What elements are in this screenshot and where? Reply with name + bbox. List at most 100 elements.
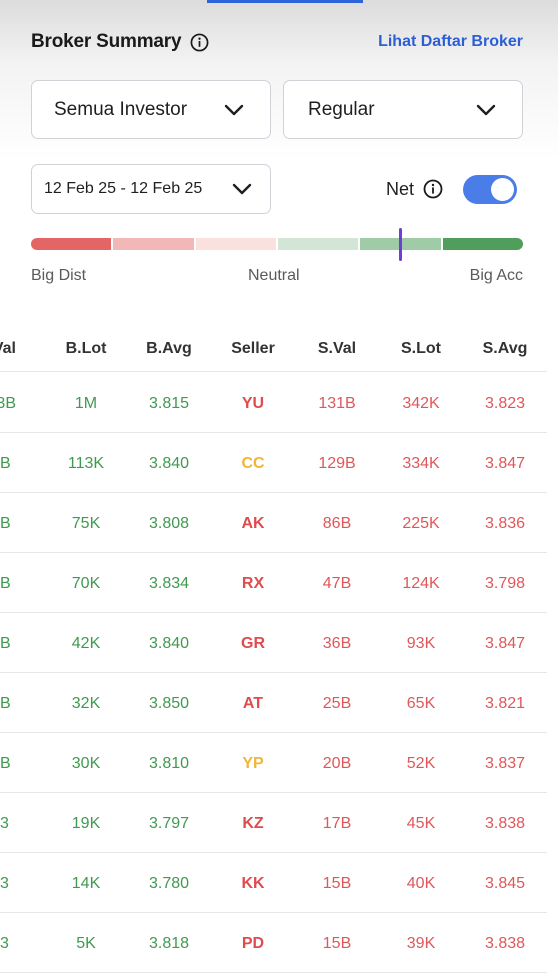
s-lot-cell: 52K (406, 755, 436, 772)
table-row[interactable]: 3B 1M 3.815 YU 131B 342K 3.823 (0, 373, 547, 433)
column-header-b-val[interactable]: Val (0, 340, 16, 357)
column-header-s-val[interactable]: S.Val (317, 340, 357, 357)
meter-label-big-acc: Big Acc (469, 267, 523, 284)
net-toggle[interactable] (463, 174, 518, 204)
table-row[interactable]: B 32K 3.850 AT 25B 65K 3.821 (0, 673, 547, 733)
column-header-seller[interactable]: Seller (231, 340, 275, 357)
chevron-down-icon (232, 183, 252, 195)
accumulation-distribution-meter (31, 238, 523, 250)
s-val-cell: 129B (318, 455, 356, 472)
seller-cell[interactable]: RX (241, 575, 265, 592)
s-val-cell: 47B (322, 575, 352, 592)
b-val-cell: 3B (0, 395, 16, 412)
seller-cell[interactable]: GR (241, 635, 265, 652)
board-type-value: Regular (308, 98, 375, 120)
b-val-cell: 3 (0, 815, 9, 832)
b-val-cell: B (0, 695, 11, 712)
meter-labels: Big Dist Neutral Big Acc (31, 267, 523, 289)
broker-list-link[interactable]: Lihat Daftar Broker (378, 33, 523, 50)
table-row[interactable]: B 113K 3.840 CC 129B 334K 3.847 (0, 433, 547, 493)
meter-label-big-dist: Big Dist (31, 267, 87, 284)
b-lot-cell: 32K (71, 695, 101, 712)
b-avg-cell: 3.818 (148, 935, 190, 952)
seller-cell[interactable]: YP (242, 755, 264, 772)
b-lot-cell: 19K (71, 815, 101, 832)
info-icon[interactable] (423, 179, 443, 199)
net-label: Net (386, 178, 415, 199)
b-lot-cell: 75K (71, 515, 101, 532)
board-type-dropdown[interactable]: Regular (283, 80, 523, 139)
s-val-cell: 17B (322, 815, 352, 832)
meter-segment (31, 238, 112, 250)
date-range-dropdown[interactable]: 12 Feb 25 - 12 Feb 25 (31, 164, 271, 214)
s-val-cell: 25B (322, 695, 352, 712)
toggle-knob (491, 177, 515, 201)
table-row[interactable]: 3 19K 3.797 KZ 17B 45K 3.838 (0, 793, 547, 853)
table-row[interactable]: B 75K 3.808 AK 86B 225K 3.836 (0, 493, 547, 553)
date-range-value: 12 Feb 25 - 12 Feb 25 (44, 180, 203, 197)
table-row[interactable]: 3 5K 3.818 PD 15B 39K 3.838 (0, 913, 547, 973)
s-avg-cell: 3.821 (484, 695, 526, 712)
column-header-s-avg[interactable]: S.Avg (482, 340, 528, 357)
info-icon[interactable] (190, 33, 209, 52)
s-avg-cell: 3.845 (484, 875, 526, 892)
s-avg-cell: 3.837 (484, 755, 526, 772)
s-avg-cell: 3.838 (484, 815, 526, 832)
b-lot-cell: 113K (67, 455, 105, 472)
table-row[interactable]: B 42K 3.840 GR 36B 93K 3.847 (0, 613, 547, 673)
s-lot-cell: 93K (406, 635, 436, 652)
column-header-b-avg[interactable]: B.Avg (146, 340, 192, 357)
meter-segment (442, 238, 523, 250)
meter-segment (277, 238, 359, 250)
s-lot-cell: 124K (402, 575, 440, 592)
s-lot-cell: 225K (402, 515, 440, 532)
s-lot-cell: 45K (406, 815, 436, 832)
seller-cell[interactable]: AT (242, 695, 264, 712)
meter-segment (113, 238, 194, 250)
seller-cell[interactable]: KZ (242, 815, 264, 832)
s-lot-cell: 342K (402, 395, 440, 412)
s-lot-cell: 65K (406, 695, 436, 712)
s-val-cell: 131B (318, 395, 356, 412)
b-avg-cell: 3.834 (148, 575, 190, 592)
b-avg-cell: 3.797 (148, 815, 190, 832)
investor-type-dropdown[interactable]: Semua Investor (31, 80, 271, 139)
s-lot-cell: 334K (402, 455, 440, 472)
column-header-s-lot[interactable]: S.Lot (401, 340, 441, 357)
seller-cell[interactable]: KK (241, 875, 265, 892)
table-row[interactable]: B 30K 3.810 YP 20B 52K 3.837 (0, 733, 547, 793)
s-avg-cell: 3.847 (484, 635, 526, 652)
b-avg-cell: 3.808 (148, 515, 190, 532)
b-lot-cell: 42K (71, 635, 101, 652)
s-avg-cell: 3.847 (484, 455, 526, 472)
seller-cell[interactable]: YU (241, 395, 265, 412)
b-val-cell: 3 (0, 935, 9, 952)
table-header: Val B.Lot B.Avg Seller S.Val S.Lot S.Avg (0, 330, 547, 372)
b-avg-cell: 3.840 (148, 455, 190, 472)
s-val-cell: 15B (322, 935, 352, 952)
b-val-cell: B (0, 575, 11, 592)
b-val-cell: B (0, 635, 11, 652)
column-header-b-lot[interactable]: B.Lot (65, 340, 107, 357)
b-avg-cell: 3.850 (148, 695, 190, 712)
investor-type-value: Semua Investor (54, 98, 188, 120)
s-val-cell: 20B (322, 755, 352, 772)
b-avg-cell: 3.840 (148, 635, 190, 652)
s-avg-cell: 3.836 (484, 515, 526, 532)
s-avg-cell: 3.798 (484, 575, 526, 592)
seller-cell[interactable]: CC (241, 455, 265, 472)
active-tab-indicator (207, 0, 363, 3)
meter-label-neutral: Neutral (248, 267, 300, 284)
seller-cell[interactable]: AK (241, 515, 265, 532)
b-avg-cell: 3.780 (148, 875, 190, 892)
s-avg-cell: 3.838 (484, 935, 526, 952)
seller-cell[interactable]: PD (241, 935, 265, 952)
table-row[interactable]: 3 14K 3.780 KK 15B 40K 3.845 (0, 853, 547, 913)
broker-summary-header: Broker Summary Lihat Daftar Broker (31, 28, 523, 56)
s-avg-cell: 3.823 (484, 395, 526, 412)
s-val-cell: 36B (322, 635, 352, 652)
b-val-cell: 3 (0, 875, 9, 892)
b-val-cell: B (0, 455, 11, 472)
b-lot-cell: 70K (71, 575, 101, 592)
table-row[interactable]: B 70K 3.834 RX 47B 124K 3.798 (0, 553, 547, 613)
